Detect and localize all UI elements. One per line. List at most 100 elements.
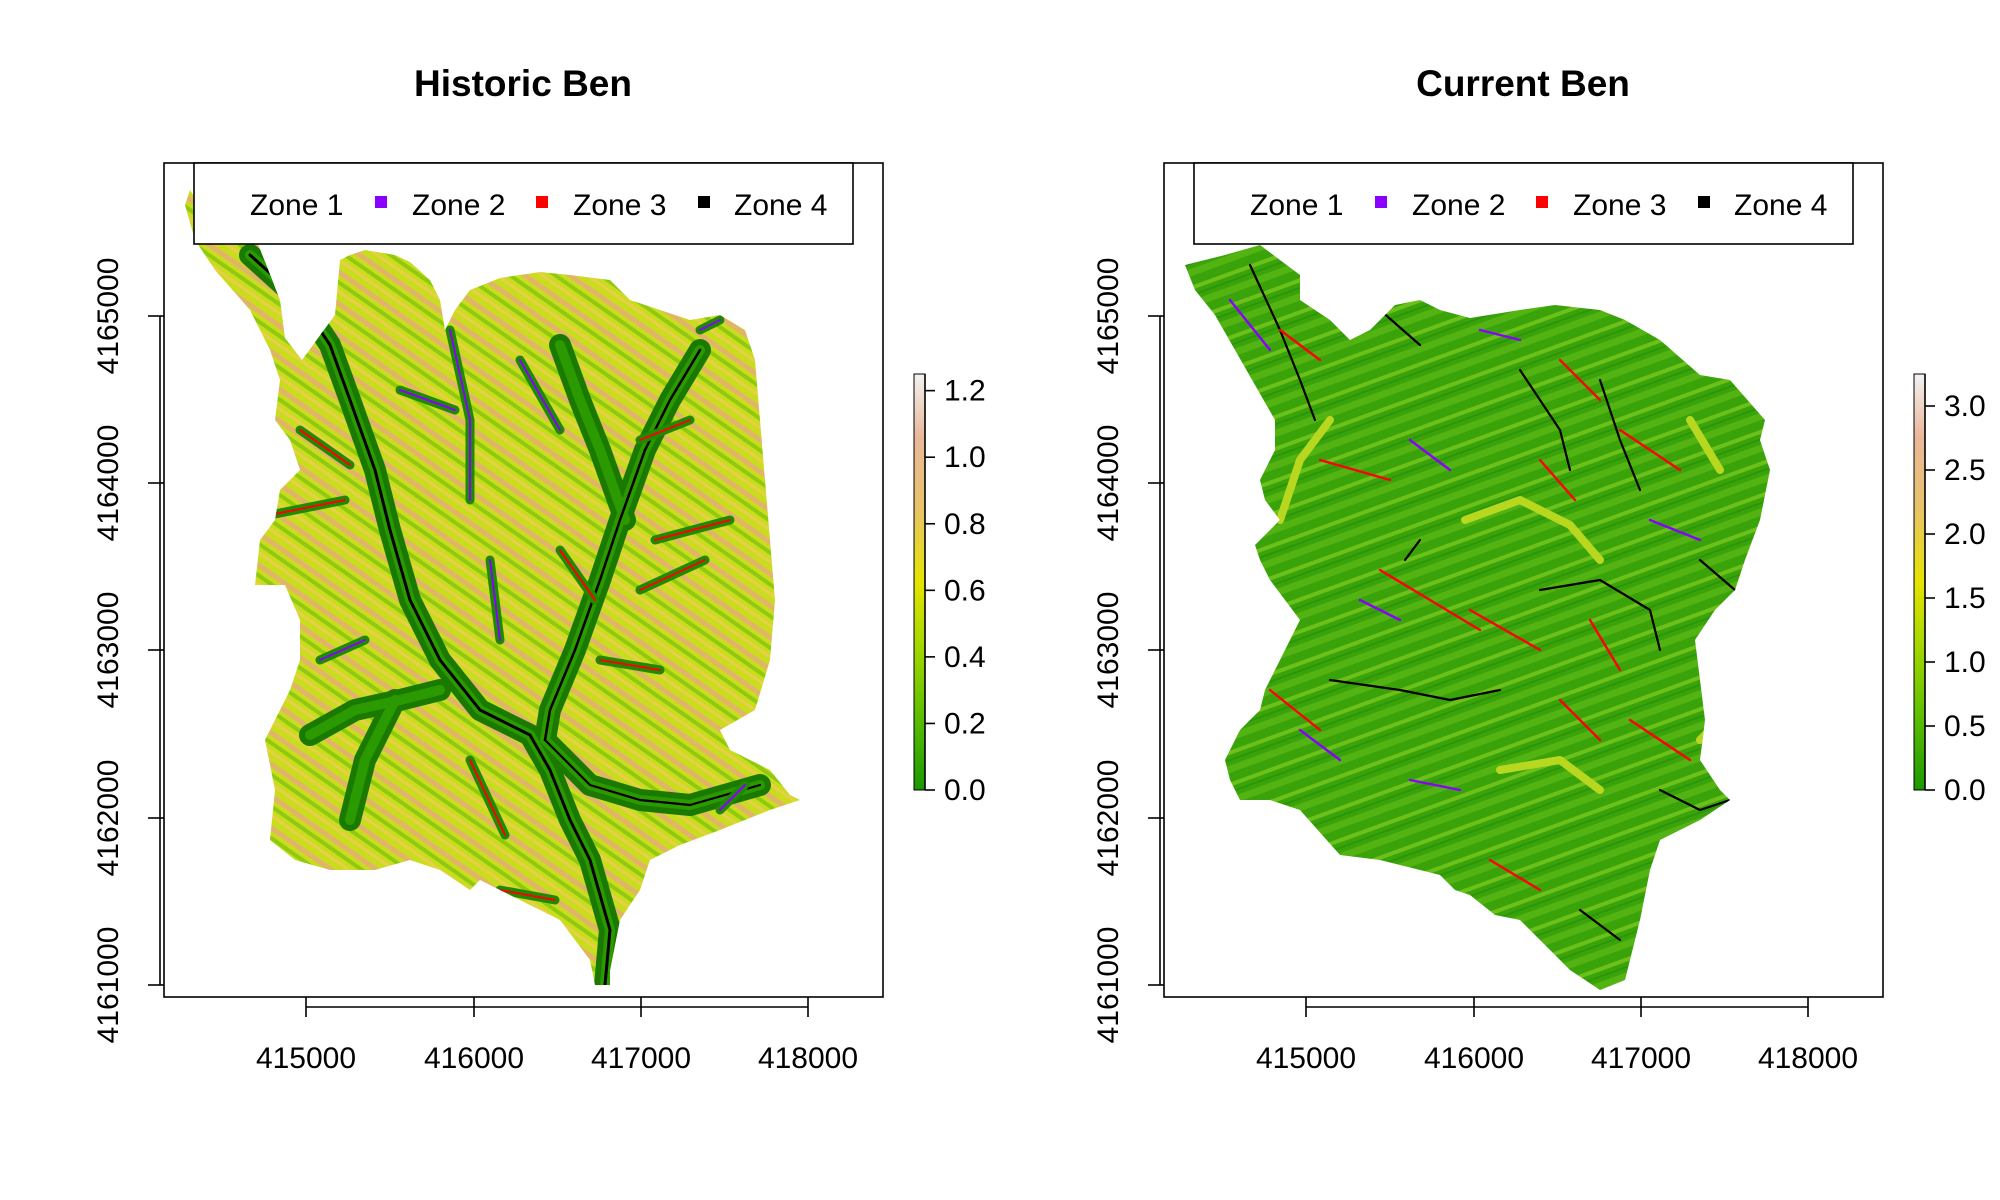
zone2-stream — [699, 319, 721, 331]
valley-floor — [345, 695, 400, 825]
legend-box: Zone 1 Zone 2 Zone 3 Zone 4 — [193, 162, 854, 245]
ridge-band — [1696, 696, 1744, 744]
ridge-band — [1276, 416, 1334, 524]
zone2-stream — [1698, 648, 1742, 682]
colorbar: 0.0 0.5 1.0 1.5 2.0 2.5 3.0 — [1913, 373, 1986, 807]
zone2-stream — [1478, 328, 1522, 342]
zone3-stream — [599, 659, 661, 671]
zone2-stream — [1358, 598, 1402, 622]
x-tick-label: 416000 — [1424, 1042, 1524, 1075]
panel-current: Current Ben Zone 1 Zone 2 Zone 3 Zone 4 … — [1092, 63, 1986, 1075]
zone4-stream — [1598, 378, 1642, 492]
legend-label: Zone 2 — [412, 189, 505, 222]
colorbar-tick-label: 1.2 — [944, 375, 986, 408]
stream-network — [239, 244, 771, 985]
x-tick-label: 416000 — [424, 1042, 524, 1075]
legend-label: Zone 1 — [250, 189, 343, 222]
zone2-stream — [1408, 438, 1452, 472]
zone3-stream — [1468, 608, 1542, 652]
y-tick-label: 4162000 — [1092, 760, 1125, 877]
y-axis: 4161000 4162000 4163000 4164000 4165000 — [1092, 258, 1164, 1044]
panel-title: Current Ben — [1416, 63, 1630, 104]
zone3-stream — [639, 559, 706, 591]
zone3-stream — [1488, 858, 1542, 892]
colorbar-tick-label: 0.4 — [944, 641, 986, 674]
legend-swatch — [698, 196, 710, 208]
x-tick-label: 418000 — [1758, 1042, 1858, 1075]
colorbar-tick-label: 0.6 — [944, 574, 986, 607]
zone4-stream — [1328, 678, 1502, 702]
zone3-stream — [469, 759, 506, 836]
x-tick-label: 418000 — [758, 1042, 858, 1075]
colorbar-tick-label: 2.5 — [1944, 454, 1986, 487]
legend-swatch — [375, 196, 387, 208]
zone2-stream — [1228, 298, 1272, 352]
zone4-stream — [1538, 578, 1662, 652]
colorbar-tick-label: 1.0 — [944, 441, 986, 474]
x-tick-label: 415000 — [1256, 1042, 1356, 1075]
zone2-stream — [719, 784, 746, 811]
y-tick-label: 4161000 — [1092, 927, 1125, 1044]
zone4-stream — [1403, 538, 1422, 562]
zone3-stream — [1268, 688, 1322, 732]
panel-title: Historic Ben — [414, 63, 632, 104]
zone3-stream — [639, 419, 691, 441]
legend-label: Zone 3 — [573, 189, 666, 222]
y-tick-label: 4164000 — [1092, 425, 1125, 542]
zone2-stream — [1298, 728, 1342, 762]
valley-floor — [305, 685, 445, 740]
colorbar-tick-label: 0.8 — [944, 508, 986, 541]
zone3-stream — [1628, 718, 1692, 762]
zone4-stream — [1248, 263, 1317, 422]
y-tick-label: 4161000 — [92, 927, 125, 1044]
colorbar: 0.0 0.2 0.4 0.6 0.8 1.0 1.2 — [913, 373, 986, 807]
ridge-band — [1496, 756, 1604, 794]
legend-label: Zone 4 — [734, 189, 827, 222]
x-tick-label: 417000 — [1591, 1042, 1691, 1075]
legend-swatch — [536, 196, 548, 208]
ridge-band — [1461, 496, 1604, 564]
zone3-stream — [1278, 328, 1322, 362]
zone3-stream — [1318, 458, 1392, 482]
y-tick-label: 4162000 — [92, 760, 125, 877]
zone2-stream — [1408, 778, 1462, 792]
zone3-stream — [1538, 458, 1577, 502]
colorbar-tick-label: 0.0 — [944, 774, 986, 807]
map-raster — [1185, 245, 1770, 990]
legend-swatch — [1375, 196, 1387, 208]
x-axis: 415000 416000 417000 418000 — [1256, 997, 1858, 1075]
zone2-stream — [399, 389, 456, 411]
y-tick-label: 4165000 — [92, 258, 125, 375]
legend-label: Zone 4 — [1734, 189, 1827, 222]
colorbar-tick-label: 0.5 — [1944, 710, 1986, 743]
ridge-band — [1686, 416, 1724, 474]
colorbar-tick-label: 0.2 — [944, 707, 986, 740]
stream-network — [1228, 263, 1762, 942]
legend-box: Zone 1 Zone 2 Zone 3 Zone 4 — [1193, 162, 1854, 245]
colorbar-tick-label: 3.0 — [1944, 390, 1986, 423]
legend-label: Zone 1 — [1250, 189, 1343, 222]
y-tick-label: 4165000 — [1092, 258, 1125, 375]
colorbar-tick-label: 0.0 — [1944, 774, 1986, 807]
y-tick-label: 4163000 — [1092, 592, 1125, 709]
zone2-stream — [1648, 518, 1702, 542]
zone3-stream — [299, 429, 351, 466]
zone2-stream — [519, 359, 561, 431]
legend-swatch — [1698, 196, 1710, 208]
x-axis: 415000 416000 417000 418000 — [256, 997, 858, 1075]
x-tick-label: 415000 — [256, 1042, 356, 1075]
zone3-stream — [654, 519, 731, 541]
zone4-stream — [1518, 368, 1572, 472]
legend-label: Zone 3 — [1573, 189, 1666, 222]
x-tick-label: 417000 — [591, 1042, 691, 1075]
zone3-stream — [499, 889, 556, 901]
map-raster — [185, 190, 800, 985]
panel-historic: Historic Ben Zone 1 Zone 2 Zone 3 Zone 4… — [92, 63, 986, 1075]
zone4-stream — [1578, 908, 1622, 942]
zone3-stream — [1588, 618, 1622, 672]
zone3-stream — [1558, 358, 1602, 402]
legend-label: Zone 2 — [1412, 189, 1505, 222]
colorbar-tick-label: 1.5 — [1944, 582, 1986, 615]
zone2-stream — [319, 639, 366, 661]
y-tick-label: 4164000 — [92, 425, 125, 542]
